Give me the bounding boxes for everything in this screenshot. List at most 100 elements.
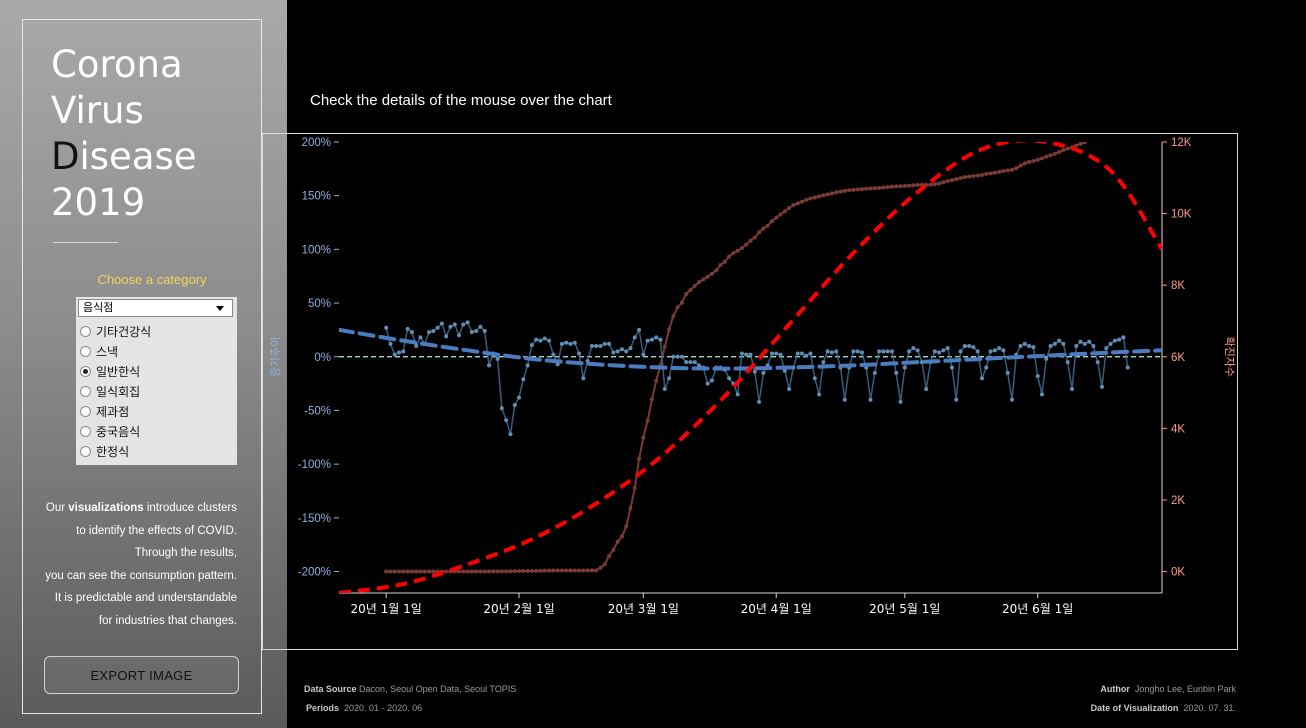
growth-rate-point — [414, 344, 419, 349]
confirmed-cases-point — [958, 176, 963, 181]
confirmed-cases-point — [1065, 146, 1070, 151]
growth-rate-point — [915, 348, 920, 353]
growth-rate-point — [752, 369, 757, 374]
confirmed-cases-point — [1052, 151, 1057, 156]
growth-rate-point — [761, 370, 766, 375]
right-tick-label: 8K — [1171, 280, 1185, 292]
growth-rate-point — [641, 352, 646, 357]
author-label: Author — [1100, 684, 1130, 694]
confirmed-cases-point — [611, 547, 616, 552]
confirmed-cases-point — [465, 569, 470, 574]
confirmed-cases-point — [1074, 143, 1079, 148]
confirmed-cases-point — [397, 569, 402, 574]
left-tick-label: 50% — [308, 298, 331, 310]
growth-rate-point — [572, 340, 577, 345]
growth-rate-point — [469, 330, 474, 335]
description-bold: visualizations — [68, 502, 144, 514]
growth-rate-point — [782, 368, 787, 373]
confirmed-cases-point — [967, 174, 972, 179]
confirmed-cases-point — [671, 314, 676, 319]
confirmed-cases-point — [405, 569, 410, 574]
radio-option-3[interactable]: 일반한식 — [80, 361, 151, 381]
confirmed-cases-point — [1018, 163, 1023, 168]
export-image-button[interactable]: EXPORT IMAGE — [44, 656, 239, 694]
confirmed-cases-point — [542, 568, 547, 573]
growth-rate-point — [427, 330, 432, 335]
growth-rate-point — [804, 353, 809, 358]
confirmed-cases-point — [825, 192, 830, 197]
confirmed-cases-point — [769, 219, 774, 224]
growth-rate-point — [1087, 339, 1092, 344]
growth-rate-line — [385, 321, 1129, 435]
growth-rate-point — [971, 345, 976, 350]
confirmed-cases-point — [615, 539, 620, 544]
confirmed-cases-point — [705, 274, 710, 279]
confirmed-cases-point — [559, 568, 564, 573]
radio-option-1[interactable]: 기타건강식 — [80, 321, 151, 341]
growth-rate-point — [474, 328, 479, 333]
confirmed-cases-point — [504, 569, 509, 574]
confirmed-cases-point — [487, 569, 492, 574]
right-tick-label: 12K — [1171, 137, 1192, 149]
title-line-4: 2019 — [51, 181, 146, 224]
growth-rate-point — [589, 344, 594, 349]
x-tick-label: 20년 2월 1일 — [483, 602, 554, 616]
confirmed-cases-point — [842, 188, 847, 193]
confirmed-cases-point — [1048, 153, 1053, 158]
confirmed-cases-point — [392, 569, 397, 574]
left-tick-label: 150% — [302, 191, 331, 203]
footer-source: Data Source Dacon, Seoul Open Data, Seou… — [304, 684, 516, 694]
confirmed-cases-point — [838, 189, 843, 194]
periods-label: Periods — [306, 703, 340, 713]
confirmed-cases-point — [388, 569, 393, 574]
growth-rate-point — [739, 351, 744, 356]
confirmed-cases-point — [928, 182, 933, 187]
growth-rate-point — [1069, 386, 1074, 391]
confirmed-cases-point — [427, 569, 432, 574]
confirmed-cases-point — [1044, 154, 1049, 159]
confirmed-cases-point — [418, 569, 423, 574]
left-tick-label: -150% — [298, 513, 331, 525]
growth-rate-point — [1048, 344, 1053, 349]
growth-rate-point — [628, 346, 633, 351]
confirmed-cases-point — [551, 568, 556, 573]
growth-rate-point — [409, 330, 414, 335]
confirmed-cases-point — [1009, 167, 1014, 172]
periods-value: 2020. 01 - 2020. 06 — [344, 703, 423, 713]
growth-rate-point — [619, 347, 624, 352]
category-select[interactable]: 음식점 — [78, 299, 233, 317]
chart-panel[interactable]: 200% 150% 100% 50% 0% -50% -100% -150% -200% 12K 1… — [262, 133, 1238, 650]
confirmed-cases-point — [804, 197, 809, 202]
growth-rate-point — [1108, 341, 1113, 346]
dual-axis-line-chart[interactable]: 200% 150% 100% 50% 0% -50% -100% -150% -200% 12K 1… — [263, 134, 1239, 651]
growth-rate-point — [452, 322, 457, 327]
confirmed-cases-point — [868, 186, 873, 191]
confirmed-cases-point — [988, 171, 993, 176]
growth-rate-point — [924, 386, 929, 391]
radio-option-6[interactable]: 중국음식 — [80, 421, 151, 441]
growth-rate-point — [778, 352, 783, 357]
growth-rate-point — [649, 337, 654, 342]
confirmed-cases-point — [932, 182, 937, 187]
confirmed-cases-point — [641, 435, 646, 440]
footer-author: Author Jongho Lee, Eunbin Park — [1100, 684, 1236, 694]
growth-rate-point — [834, 349, 839, 354]
radio-option-2[interactable]: 스낵 — [80, 341, 151, 361]
y-axis-right-label: 확진자수 — [1223, 337, 1236, 377]
confirmed-cases-point — [902, 183, 907, 188]
radio-option-7[interactable]: 한정식 — [80, 441, 151, 461]
x-tick-label: 20년 3월 1일 — [608, 602, 679, 616]
growth-rate-point — [898, 399, 903, 404]
radio-option-4[interactable]: 일식회집 — [80, 381, 151, 401]
confirmed-cases-point — [718, 262, 723, 267]
growth-rate-point — [932, 349, 937, 354]
confirmed-cases-point — [525, 568, 530, 573]
radio-option-5[interactable]: 제과점 — [80, 401, 151, 421]
confirmed-cases-point — [1109, 134, 1113, 135]
confirmed-cases-point — [457, 569, 462, 574]
confirmed-cases-point — [1057, 150, 1062, 155]
growth-rate-point — [769, 351, 774, 356]
confirmed-cases-point — [975, 173, 980, 178]
growth-rate-point — [967, 344, 972, 349]
confirmed-cases-point — [482, 569, 487, 574]
